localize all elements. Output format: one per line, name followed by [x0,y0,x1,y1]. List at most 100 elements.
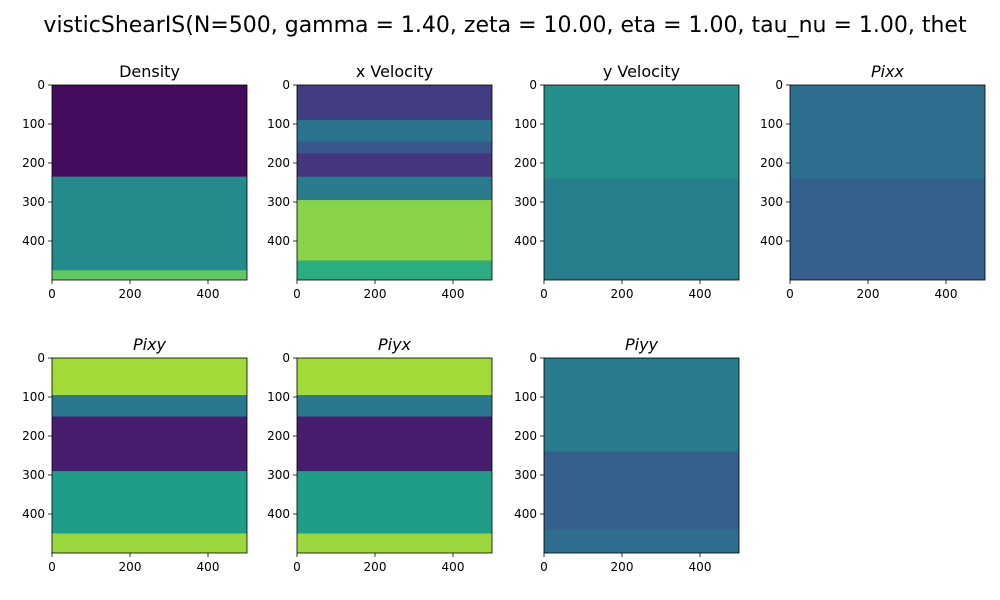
subplot: Pixx 0 200 400 0 100 200 300 400 [760,62,986,301]
y-tick-label: 400 [514,234,537,248]
subplot: y Velocity 0 200 400 0 100 200 300 400 [514,62,740,301]
heatmap-band [544,358,739,453]
heatmap-band [297,260,492,280]
heatmap-band [297,471,492,534]
axes-frame [543,84,740,281]
axes-frame [296,357,493,554]
heatmap-image [52,85,247,280]
subplot-title: Density [119,62,180,81]
heatmap-band [297,200,492,261]
y-tick-label: 200 [514,156,537,170]
y-tick-label: 0 [529,78,537,92]
y-tick-label: 100 [267,390,290,404]
axes-frame [789,84,986,281]
y-tick-label: 100 [22,390,45,404]
axes-frame [51,84,248,281]
y-tick-label: 0 [529,351,537,365]
subplot-title: Pixx [871,62,905,81]
heatmap-band [790,85,985,180]
x-tick-label: 200 [364,287,387,301]
heatmap-image [544,85,739,280]
heatmap-image [790,85,985,280]
x-tick-label: 200 [611,560,634,574]
heatmap-band [297,176,492,201]
y-tick-label: 200 [267,156,290,170]
x-tick-label: 0 [293,560,301,574]
heatmap-band [297,153,492,178]
figure-suptitle: visticShearIS(N=500, gamma = 1.40, zeta … [43,13,967,38]
x-tick-label: 400 [442,287,465,301]
y-tick-label: 0 [37,351,45,365]
y-tick-label: 400 [267,507,290,521]
y-tick-label: 300 [267,468,290,482]
y-tick-label: 200 [22,156,45,170]
subplot: Piyx 0 200 400 0 100 200 300 400 [267,335,493,574]
y-tick-label: 100 [267,117,290,131]
axes-frame [51,357,248,554]
heatmap-band [52,395,247,417]
subplot: Pixy 0 200 400 0 100 200 300 400 [22,335,248,574]
x-tick-label: 400 [689,560,712,574]
heatmap-band [544,529,739,553]
heatmap-band [544,85,739,180]
x-tick-label: 200 [119,287,142,301]
y-tick-label: 200 [22,429,45,443]
subplot-grid: Density 0 200 400 0 100 200 300 400 x Velocity 0 20… [22,62,986,574]
subplot-title: y Velocity [603,62,680,81]
x-tick-label: 0 [48,560,56,574]
heatmap-band [297,416,492,472]
subplot: x Velocity 0 200 400 0 100 200 300 400 [267,62,493,301]
y-tick-label: 400 [22,507,45,521]
y-tick-label: 300 [267,195,290,209]
subplot-title: Piyy [625,335,659,354]
heatmap-band [52,416,247,472]
heatmap-band [297,395,492,417]
heatmap-band [297,533,492,553]
heatmap-band [52,176,247,271]
heatmap-band [297,120,492,143]
y-tick-label: 300 [760,195,783,209]
heatmap-band [544,178,739,280]
heatmap-band [297,141,492,154]
heatmap-image [544,358,739,553]
y-tick-label: 300 [22,195,45,209]
y-tick-label: 200 [514,429,537,443]
heatmap-image [297,85,492,280]
y-tick-label: 0 [37,78,45,92]
y-tick-label: 200 [760,156,783,170]
x-tick-label: 400 [689,287,712,301]
x-tick-label: 200 [119,560,142,574]
heatmap-band [52,270,247,280]
y-tick-label: 400 [267,234,290,248]
y-tick-label: 300 [514,195,537,209]
y-tick-label: 100 [514,117,537,131]
subplot-title: Pixy [133,335,167,354]
heatmap-image [52,358,247,553]
heatmap-band [297,358,492,396]
subplot: Piyy 0 200 400 0 100 200 300 400 [514,335,740,574]
x-tick-label: 200 [611,287,634,301]
heatmap-image [297,358,492,553]
y-tick-label: 400 [514,507,537,521]
y-tick-label: 100 [514,390,537,404]
heatmap-band [297,85,492,121]
subplot: Density 0 200 400 0 100 200 300 400 [22,62,248,301]
x-tick-label: 400 [197,560,220,574]
y-tick-label: 100 [760,117,783,131]
heatmap-band [52,85,247,178]
axes-frame [543,357,740,554]
subplot-title: Piyx [378,335,412,354]
x-tick-label: 0 [786,287,794,301]
axes-frame [296,84,493,281]
y-tick-label: 0 [775,78,783,92]
x-tick-label: 200 [857,287,880,301]
x-tick-label: 0 [48,287,56,301]
x-tick-label: 0 [540,287,548,301]
y-tick-label: 400 [760,234,783,248]
heatmap-band [52,471,247,534]
x-tick-label: 400 [197,287,220,301]
x-tick-label: 200 [364,560,387,574]
x-tick-label: 400 [935,287,958,301]
y-tick-label: 100 [22,117,45,131]
